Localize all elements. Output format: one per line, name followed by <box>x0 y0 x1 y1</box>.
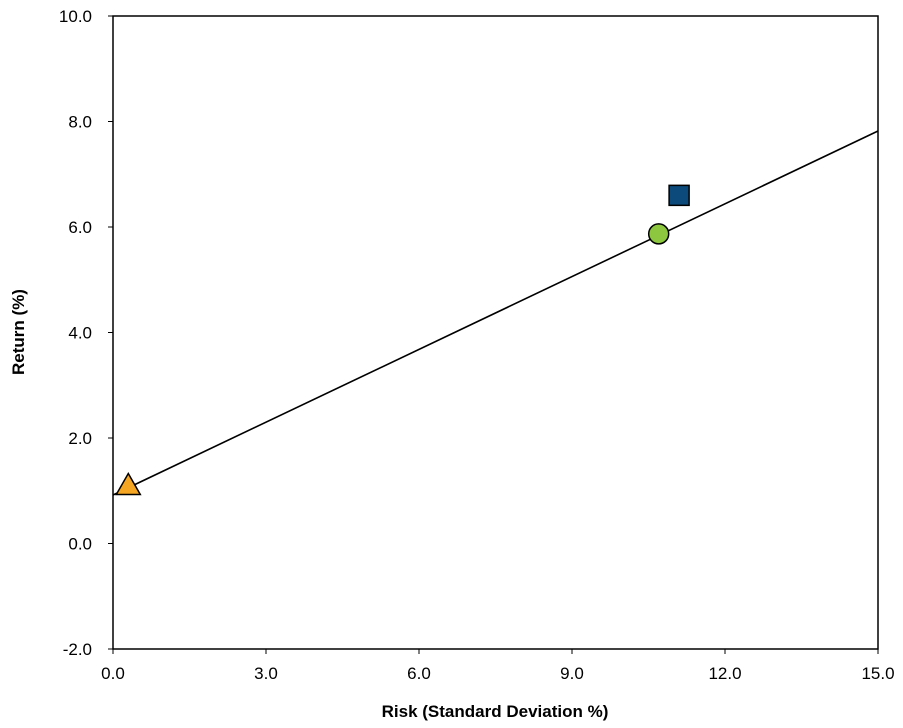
data-point-square <box>668 184 690 207</box>
y-tick-label: 6.0 <box>68 218 92 237</box>
x-tick-label: 12.0 <box>708 664 741 683</box>
line-layer <box>112 130 879 496</box>
y-axis-title: Return (%) <box>9 289 28 375</box>
y-tick-label: 8.0 <box>68 113 92 132</box>
y-tick-label: 0.0 <box>68 535 92 554</box>
data-point-circle <box>647 223 670 245</box>
y-tick-label: -2.0 <box>63 640 92 659</box>
plot-area <box>112 15 879 650</box>
points-layer <box>115 184 690 496</box>
y-tick-label: 2.0 <box>68 429 92 448</box>
x-tick-label: 9.0 <box>560 664 584 683</box>
x-axis-title: Risk (Standard Deviation %) <box>382 702 609 721</box>
y-tick-label: 4.0 <box>68 324 92 343</box>
y-tick-label: 10.0 <box>59 7 92 26</box>
x-axis-ticks: 0.0 3.0 6.0 9.0 12.0 15.0 <box>101 649 895 683</box>
x-tick-label: 15.0 <box>861 664 894 683</box>
data-point-triangle <box>115 471 142 496</box>
trend-line <box>112 130 879 496</box>
x-tick-label: 6.0 <box>407 664 431 683</box>
x-tick-label: 0.0 <box>101 664 125 683</box>
y-axis-ticks: -2.0 0.0 2.0 4.0 6.0 8.0 10.0 <box>59 7 113 659</box>
x-tick-label: 3.0 <box>254 664 278 683</box>
